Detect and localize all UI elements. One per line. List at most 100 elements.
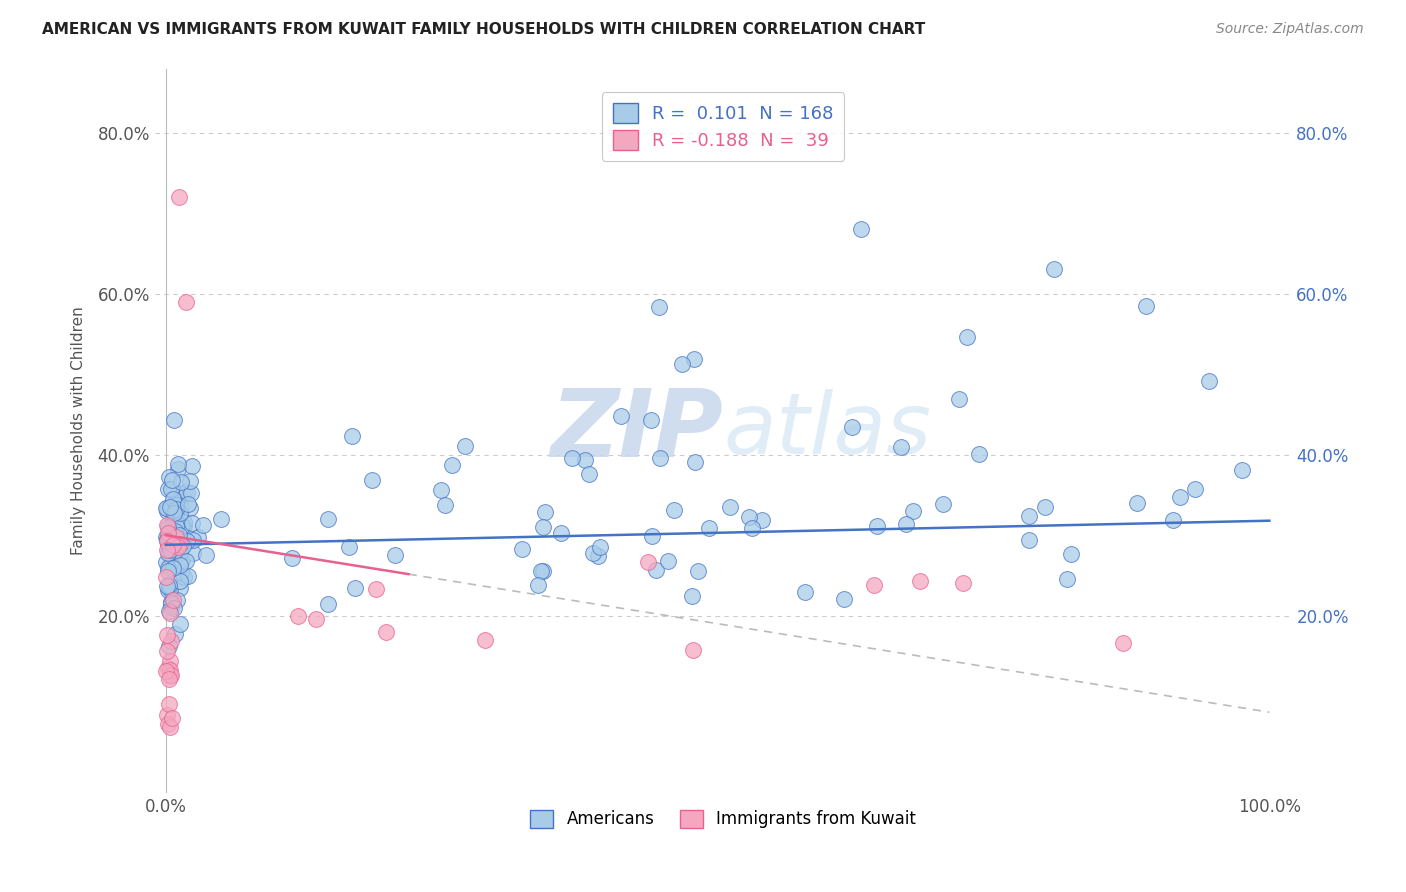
Point — [865, 519, 887, 533]
Point — [316, 598, 339, 612]
Point — [1161, 513, 1184, 527]
Point — [647, 300, 669, 314]
Point — [155, 530, 177, 544]
Point — [156, 583, 179, 598]
Point — [1033, 500, 1056, 514]
Point — [648, 450, 671, 465]
Point — [170, 519, 193, 533]
Point — [159, 558, 181, 572]
Point — [167, 540, 190, 554]
Point — [157, 561, 180, 575]
Point — [162, 492, 184, 507]
Point — [167, 462, 190, 476]
Point — [169, 581, 191, 595]
Point — [163, 485, 186, 500]
Point — [169, 558, 191, 573]
Point — [162, 556, 184, 570]
Point — [640, 413, 662, 427]
Point — [163, 544, 186, 558]
Point — [430, 483, 453, 498]
Point — [360, 473, 382, 487]
Point — [181, 546, 204, 560]
Point — [162, 561, 184, 575]
Point — [156, 644, 179, 658]
Point — [156, 661, 179, 675]
Point — [166, 498, 188, 512]
Point — [170, 492, 193, 507]
Point — [209, 511, 232, 525]
Point — [165, 627, 187, 641]
Point — [586, 549, 609, 564]
Point — [156, 504, 179, 518]
Point — [157, 483, 180, 497]
Point — [165, 498, 187, 512]
Point — [534, 505, 557, 519]
Point — [179, 474, 201, 488]
Point — [849, 222, 872, 236]
Point — [1056, 573, 1078, 587]
Point — [156, 518, 179, 533]
Point — [526, 578, 548, 592]
Point — [751, 512, 773, 526]
Point — [956, 330, 979, 344]
Point — [156, 520, 179, 534]
Point — [155, 570, 177, 584]
Point — [169, 617, 191, 632]
Point — [195, 548, 218, 562]
Point — [187, 530, 209, 544]
Point — [156, 533, 179, 547]
Point — [862, 577, 884, 591]
Point — [193, 518, 215, 533]
Point — [162, 711, 184, 725]
Point — [173, 515, 195, 529]
Point — [967, 447, 990, 461]
Point — [890, 440, 912, 454]
Point — [287, 608, 309, 623]
Point — [157, 578, 180, 592]
Point — [180, 516, 202, 530]
Point — [160, 482, 183, 496]
Point — [582, 546, 605, 560]
Point — [1043, 262, 1066, 277]
Point — [162, 527, 184, 541]
Point — [173, 570, 195, 584]
Point — [1018, 533, 1040, 547]
Point — [662, 503, 685, 517]
Point — [172, 539, 194, 553]
Point — [162, 552, 184, 566]
Point — [1112, 636, 1135, 650]
Point — [433, 498, 456, 512]
Point — [578, 467, 600, 482]
Point — [163, 600, 186, 615]
Point — [165, 529, 187, 543]
Point — [159, 500, 181, 514]
Point — [1230, 462, 1253, 476]
Point — [165, 501, 187, 516]
Point — [342, 429, 364, 443]
Point — [170, 500, 193, 515]
Point — [169, 536, 191, 550]
Point — [160, 499, 183, 513]
Point — [550, 526, 572, 541]
Point — [169, 528, 191, 542]
Point — [173, 519, 195, 533]
Point — [157, 526, 180, 541]
Point — [157, 639, 180, 653]
Point — [441, 458, 464, 473]
Text: Source: ZipAtlas.com: Source: ZipAtlas.com — [1216, 22, 1364, 37]
Point — [641, 529, 664, 543]
Point — [160, 536, 183, 550]
Point — [160, 594, 183, 608]
Text: atlas: atlas — [723, 389, 931, 472]
Point — [841, 420, 863, 434]
Point — [1018, 508, 1040, 523]
Point — [160, 596, 183, 610]
Point — [163, 524, 186, 539]
Point — [156, 628, 179, 642]
Point — [574, 452, 596, 467]
Point — [741, 521, 763, 535]
Point — [156, 543, 179, 558]
Point — [162, 538, 184, 552]
Point — [531, 519, 554, 533]
Point — [162, 508, 184, 522]
